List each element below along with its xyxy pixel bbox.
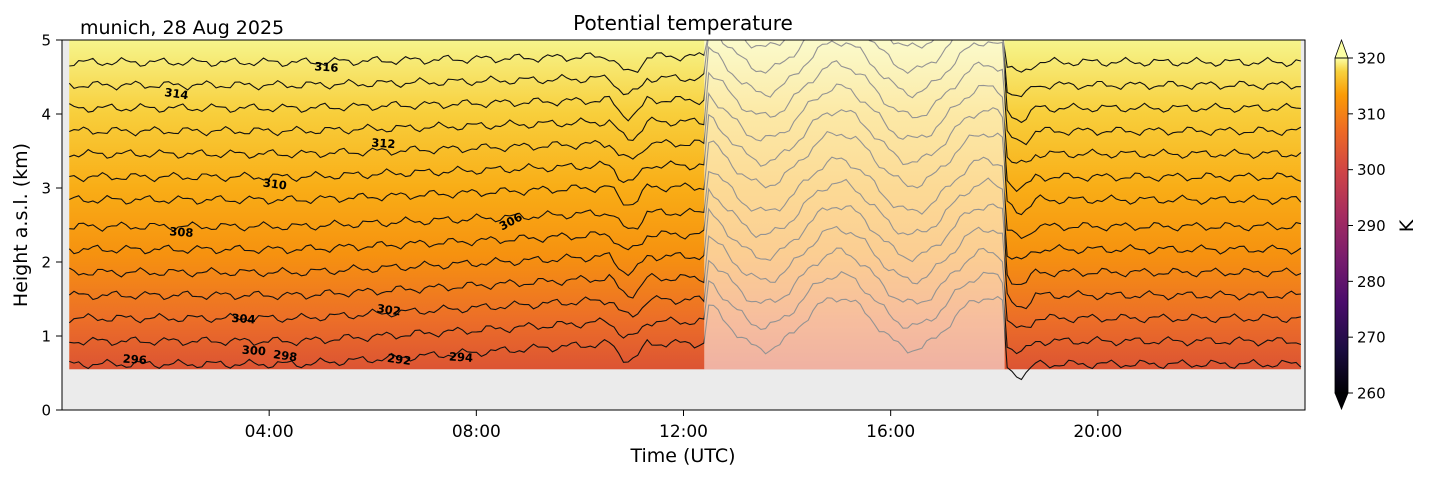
contour-label-292: 292 bbox=[386, 351, 412, 368]
x-tick-label: 04:00 bbox=[245, 422, 294, 442]
y-axis-label: Height a.s.l. (km) bbox=[10, 143, 32, 307]
contour-line-312 bbox=[69, 60, 1302, 146]
contour-line-302 bbox=[68, 177, 1302, 260]
contour-label-302: 302 bbox=[376, 301, 402, 318]
contour-label-316: 316 bbox=[314, 59, 339, 75]
theta-field bbox=[69, 40, 1301, 370]
x-tick-label: 16:00 bbox=[866, 422, 915, 442]
y-tick-label: 2 bbox=[41, 254, 51, 272]
x-tick-label: 08:00 bbox=[452, 422, 501, 442]
y-tick-label: 0 bbox=[41, 402, 51, 420]
colorbar-tick-label: 320 bbox=[1357, 50, 1386, 68]
colorbar-tick-label: 260 bbox=[1357, 385, 1386, 403]
contour-line-310 bbox=[69, 83, 1302, 164]
x-tick-label: 20:00 bbox=[1073, 422, 1122, 442]
y-tick-label: 5 bbox=[41, 32, 51, 50]
colorbar-label: K bbox=[1396, 219, 1418, 232]
contour-label-294: 294 bbox=[449, 349, 474, 365]
x-tick-label: 12:00 bbox=[659, 422, 708, 442]
contour-line-306 bbox=[69, 130, 1302, 216]
contour-line-314 bbox=[69, 40, 1301, 124]
contour-label-314: 314 bbox=[164, 85, 190, 102]
contour-line-318 bbox=[69, 40, 1302, 73]
contour-line-296 bbox=[68, 247, 1302, 329]
x-axis: 04:00 08:00 12:00 16:00 20:00 bbox=[245, 410, 1122, 442]
colorbar-extend-max bbox=[1334, 38, 1349, 59]
y-tick-label: 1 bbox=[41, 328, 51, 346]
contour-label-310: 310 bbox=[262, 175, 288, 192]
colorbar-tick-label: 290 bbox=[1357, 217, 1386, 235]
colorbar-scale bbox=[1335, 58, 1348, 393]
contour-label-304: 304 bbox=[231, 311, 256, 327]
masked-period-overlay bbox=[704, 40, 1005, 370]
colorbar-tick-label: 300 bbox=[1357, 161, 1386, 179]
contour-line-294 bbox=[69, 271, 1302, 355]
x-axis-label: Time (UTC) bbox=[629, 445, 735, 467]
contour-line-298 bbox=[68, 225, 1301, 310]
colorbar-tick-label: 270 bbox=[1357, 329, 1386, 347]
contour-label-300: 300 bbox=[241, 343, 266, 359]
contour-label-312: 312 bbox=[371, 135, 396, 151]
contour-line-304 bbox=[69, 156, 1302, 240]
y-tick-label: 4 bbox=[41, 106, 51, 124]
contour-line-308 bbox=[69, 107, 1302, 193]
y-tick-label: 3 bbox=[41, 180, 51, 198]
contour-line-300 bbox=[69, 203, 1302, 286]
y-axis: 0 1 2 3 4 5 bbox=[41, 32, 62, 420]
contour-label-296: 296 bbox=[122, 352, 147, 368]
contour-label-308: 308 bbox=[169, 224, 194, 240]
colorbar-tick-label: 280 bbox=[1357, 273, 1386, 291]
chart-title: Potential temperature bbox=[573, 11, 793, 35]
contour-lines bbox=[68, 40, 1302, 381]
contour-line-292 bbox=[69, 295, 1302, 381]
colorbar-tick-label: 310 bbox=[1357, 105, 1386, 123]
contour-label-298: 298 bbox=[272, 347, 298, 364]
colorbar: 260 270 280 290 300 310 320 bbox=[1334, 38, 1386, 411]
colorbar-extend-min bbox=[1334, 392, 1349, 411]
contour-line-316 bbox=[68, 40, 1301, 98]
chart-subtitle: munich, 28 Aug 2025 bbox=[80, 17, 284, 39]
